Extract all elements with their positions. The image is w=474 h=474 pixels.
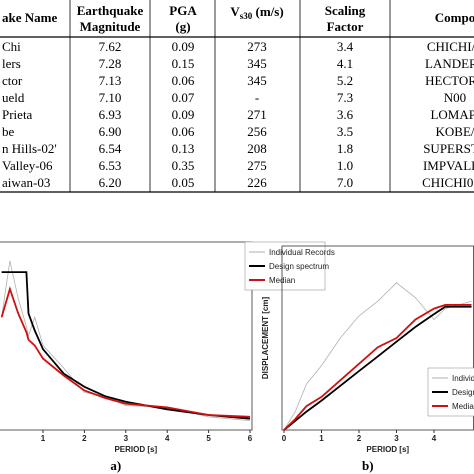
header-cell: Magnitude [80, 19, 141, 34]
table-cell: 1.0 [337, 158, 353, 173]
table-cell: 0.09 [172, 107, 195, 122]
x-tick-label: 6 [248, 434, 253, 443]
header-cell: ake Name [2, 10, 57, 25]
table-cell: 3.5 [337, 124, 353, 139]
table-cell: 5.2 [337, 73, 353, 88]
table-cell: lers [2, 56, 21, 71]
y-axis-label: DISPLACEMENT [cm] [261, 297, 270, 380]
table-cell: 0.07 [172, 90, 195, 105]
table-cell: IMPVALL/I [423, 158, 474, 173]
figure-caption: a) [110, 458, 121, 473]
table-cell: LOMAP/ [430, 107, 474, 122]
header-cell: (g) [175, 19, 190, 34]
legend-label: Design spectrum [269, 262, 329, 271]
table-cell: 273 [247, 39, 267, 54]
x-axis-label: PERIOD [s] [114, 445, 157, 454]
table-cell: HECTOR/( [425, 73, 474, 88]
table-cell: 208 [247, 141, 267, 156]
header-cell: Earthquake [77, 3, 144, 18]
table-cell: ueld [2, 90, 25, 105]
x-tick-label: 4 [432, 434, 437, 443]
legend-label: Design [452, 388, 474, 397]
table-cell: 226 [247, 175, 267, 190]
series-line [283, 305, 472, 431]
table-cell: 345 [247, 73, 267, 88]
series-line [283, 303, 472, 431]
table-cell: ctor [2, 73, 23, 88]
header-cell: Factor [327, 19, 364, 34]
table-cell: CHICHI03/( [422, 175, 474, 190]
table-cell: 7.0 [337, 175, 353, 190]
series-line [0, 286, 251, 418]
header-cell: Compo [435, 10, 474, 25]
table-cell: 275 [247, 158, 267, 173]
header-cell: Vs30 (m/s) [230, 4, 283, 21]
table-cell: 6.54 [99, 141, 122, 156]
x-tick-label: 2 [357, 434, 362, 443]
table-cell: 0.35 [172, 158, 195, 173]
table-cell: 256 [247, 124, 267, 139]
table-cell: 0.06 [172, 73, 195, 88]
x-axis-label: PERIOD [s] [366, 445, 409, 454]
x-tick-label: 0 [282, 434, 287, 443]
legend-label: Median [452, 402, 474, 411]
table-cell: SUPERST/I [423, 141, 474, 156]
table-cell: 0.06 [172, 124, 195, 139]
header-base: V [230, 4, 240, 19]
table-cell: 7.28 [99, 56, 122, 71]
x-tick-label: 1 [41, 434, 46, 443]
x-tick-label: 2 [82, 434, 87, 443]
x-tick-label: 5 [206, 434, 211, 443]
table-cell: 0.05 [172, 175, 195, 190]
table-cell: 271 [247, 107, 267, 122]
table-cell: 6.53 [99, 158, 122, 173]
table-cell: 0.09 [172, 39, 195, 54]
table-cell: 1.8 [337, 141, 353, 156]
table-cell: aiwan-03 [2, 175, 50, 190]
table-cell: 4.1 [337, 56, 353, 71]
series-line [283, 282, 472, 431]
table-cell: 3.4 [337, 39, 354, 54]
figure-caption: b) [362, 458, 374, 473]
table-cell: 345 [247, 56, 267, 71]
table-cell: 6.20 [99, 175, 122, 190]
table-cell: CHICHI/T [427, 39, 474, 54]
header-cell: Scaling [325, 3, 366, 18]
x-tick-label: 4 [165, 434, 170, 443]
table-cell: N00 [444, 90, 466, 105]
x-tick-label: 3 [394, 434, 399, 443]
table-cell: 6.90 [99, 124, 122, 139]
series-line [1, 271, 251, 420]
legend-label: Individual Records [269, 248, 335, 257]
header-sub: s30 [240, 11, 253, 21]
table-cell: KOBE/ [436, 124, 474, 139]
table-cell: 3.6 [337, 107, 354, 122]
header-unit: (m/s) [252, 4, 283, 19]
table-cell: 0.15 [172, 56, 195, 71]
table-cell: 7.62 [99, 39, 122, 54]
table-cell: 7.10 [99, 90, 122, 105]
legend-label: Individ [452, 374, 474, 383]
x-tick-label: 1 [319, 434, 324, 443]
header-cell: PGA [169, 3, 197, 18]
table-cell: 7.3 [337, 90, 353, 105]
table-cell: Prieta [2, 107, 33, 122]
table-cell: 6.93 [99, 107, 122, 122]
table-cell: - [255, 90, 259, 105]
x-tick-label: 3 [124, 434, 129, 443]
table-cell: 7.13 [99, 73, 122, 88]
table-cell: Valley-06 [2, 158, 53, 173]
table-cell: n Hills-02' [2, 141, 57, 156]
table-cell: be [2, 124, 15, 139]
table-cell: Chi [2, 39, 21, 54]
table-cell: LANDERS [425, 56, 474, 71]
table-cell: 0.13 [172, 141, 195, 156]
